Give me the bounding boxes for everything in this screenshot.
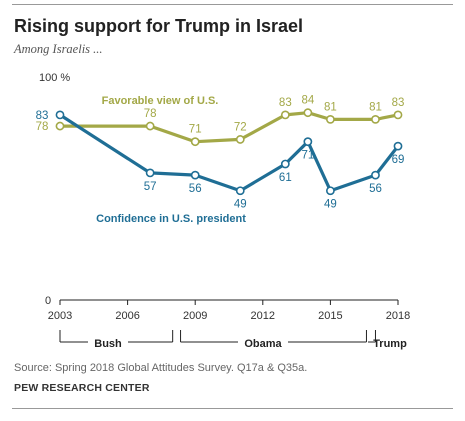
x-tick-label: 2012 (251, 310, 275, 322)
data-label-confidence: 71 (301, 150, 314, 162)
bottom-rule (12, 408, 453, 409)
data-label-confidence: 49 (324, 199, 337, 211)
president-label-obama: Obama (244, 338, 282, 350)
data-label-favorable: 83 (392, 97, 405, 109)
data-label-favorable: 83 (279, 97, 292, 109)
data-point-favorable (393, 110, 403, 120)
y-tick-label: 0 (45, 295, 51, 307)
series-name-favorable: Favorable view of U.S. (102, 95, 219, 107)
data-point-confidence (280, 159, 290, 169)
data-point-favorable (325, 114, 335, 124)
data-label-confidence: 61 (279, 172, 292, 184)
data-point-confidence (235, 186, 245, 196)
data-label-confidence: 57 (144, 181, 157, 193)
data-point-favorable (190, 137, 200, 147)
data-label-favorable: 78 (144, 108, 157, 120)
data-point-confidence (393, 141, 403, 151)
data-label-favorable: 81 (369, 101, 382, 113)
data-point-favorable (371, 114, 380, 124)
data-point-confidence (145, 168, 155, 178)
data-point-confidence (325, 186, 335, 196)
chart-subtitle: Among Israelis ... (14, 42, 103, 56)
president-label-bush: Bush (94, 338, 122, 350)
data-label-confidence: 69 (392, 154, 405, 166)
x-tick-label: 2015 (318, 310, 342, 322)
data-label-confidence: 56 (369, 183, 382, 195)
organization-name: PEW RESEARCH CENTER (14, 382, 150, 394)
data-label-favorable: 78 (36, 121, 49, 133)
series-line-favorable (58, 111, 400, 144)
data-label-confidence: 83 (36, 110, 49, 122)
data-label-confidence: 49 (234, 199, 247, 211)
data-point-confidence (303, 137, 313, 147)
data-point-favorable (55, 121, 65, 131)
data-point-favorable (145, 121, 155, 131)
president-label-trump: Trump (373, 338, 407, 350)
chart-area: 0 100 % 2003 2006 2009 2012 2015 2018 Bush Obama… (36, 72, 411, 350)
data-point-favorable (303, 108, 313, 118)
data-label-favorable: 71 (189, 124, 202, 136)
data-point-favorable (280, 110, 290, 120)
y-tick-label: 100 % (39, 72, 70, 84)
chart-title: Rising support for Trump in Israel (14, 16, 304, 36)
source-note: Source: Spring 2018 Global Attitudes Sur… (14, 362, 308, 374)
line-chart: 0 100 % 2003 2006 2009 2012 2015 2018 Bush Obama… (36, 72, 411, 350)
x-tick-label: 2009 (183, 310, 207, 322)
x-tick-label: 2003 (48, 310, 72, 322)
data-label-favorable: 84 (301, 95, 314, 107)
data-label-favorable: 72 (234, 121, 247, 133)
series-name-confidence: Confidence in U.S. president (96, 213, 246, 225)
data-point-favorable (235, 135, 245, 144)
data-point-confidence (371, 170, 380, 180)
top-rule (12, 4, 453, 5)
x-tick-label: 2018 (386, 310, 410, 322)
data-label-confidence: 56 (189, 183, 202, 195)
x-tick-label: 2006 (115, 310, 139, 322)
data-point-confidence (190, 170, 200, 180)
data-label-favorable: 81 (324, 101, 337, 113)
data-point-confidence (55, 110, 65, 120)
